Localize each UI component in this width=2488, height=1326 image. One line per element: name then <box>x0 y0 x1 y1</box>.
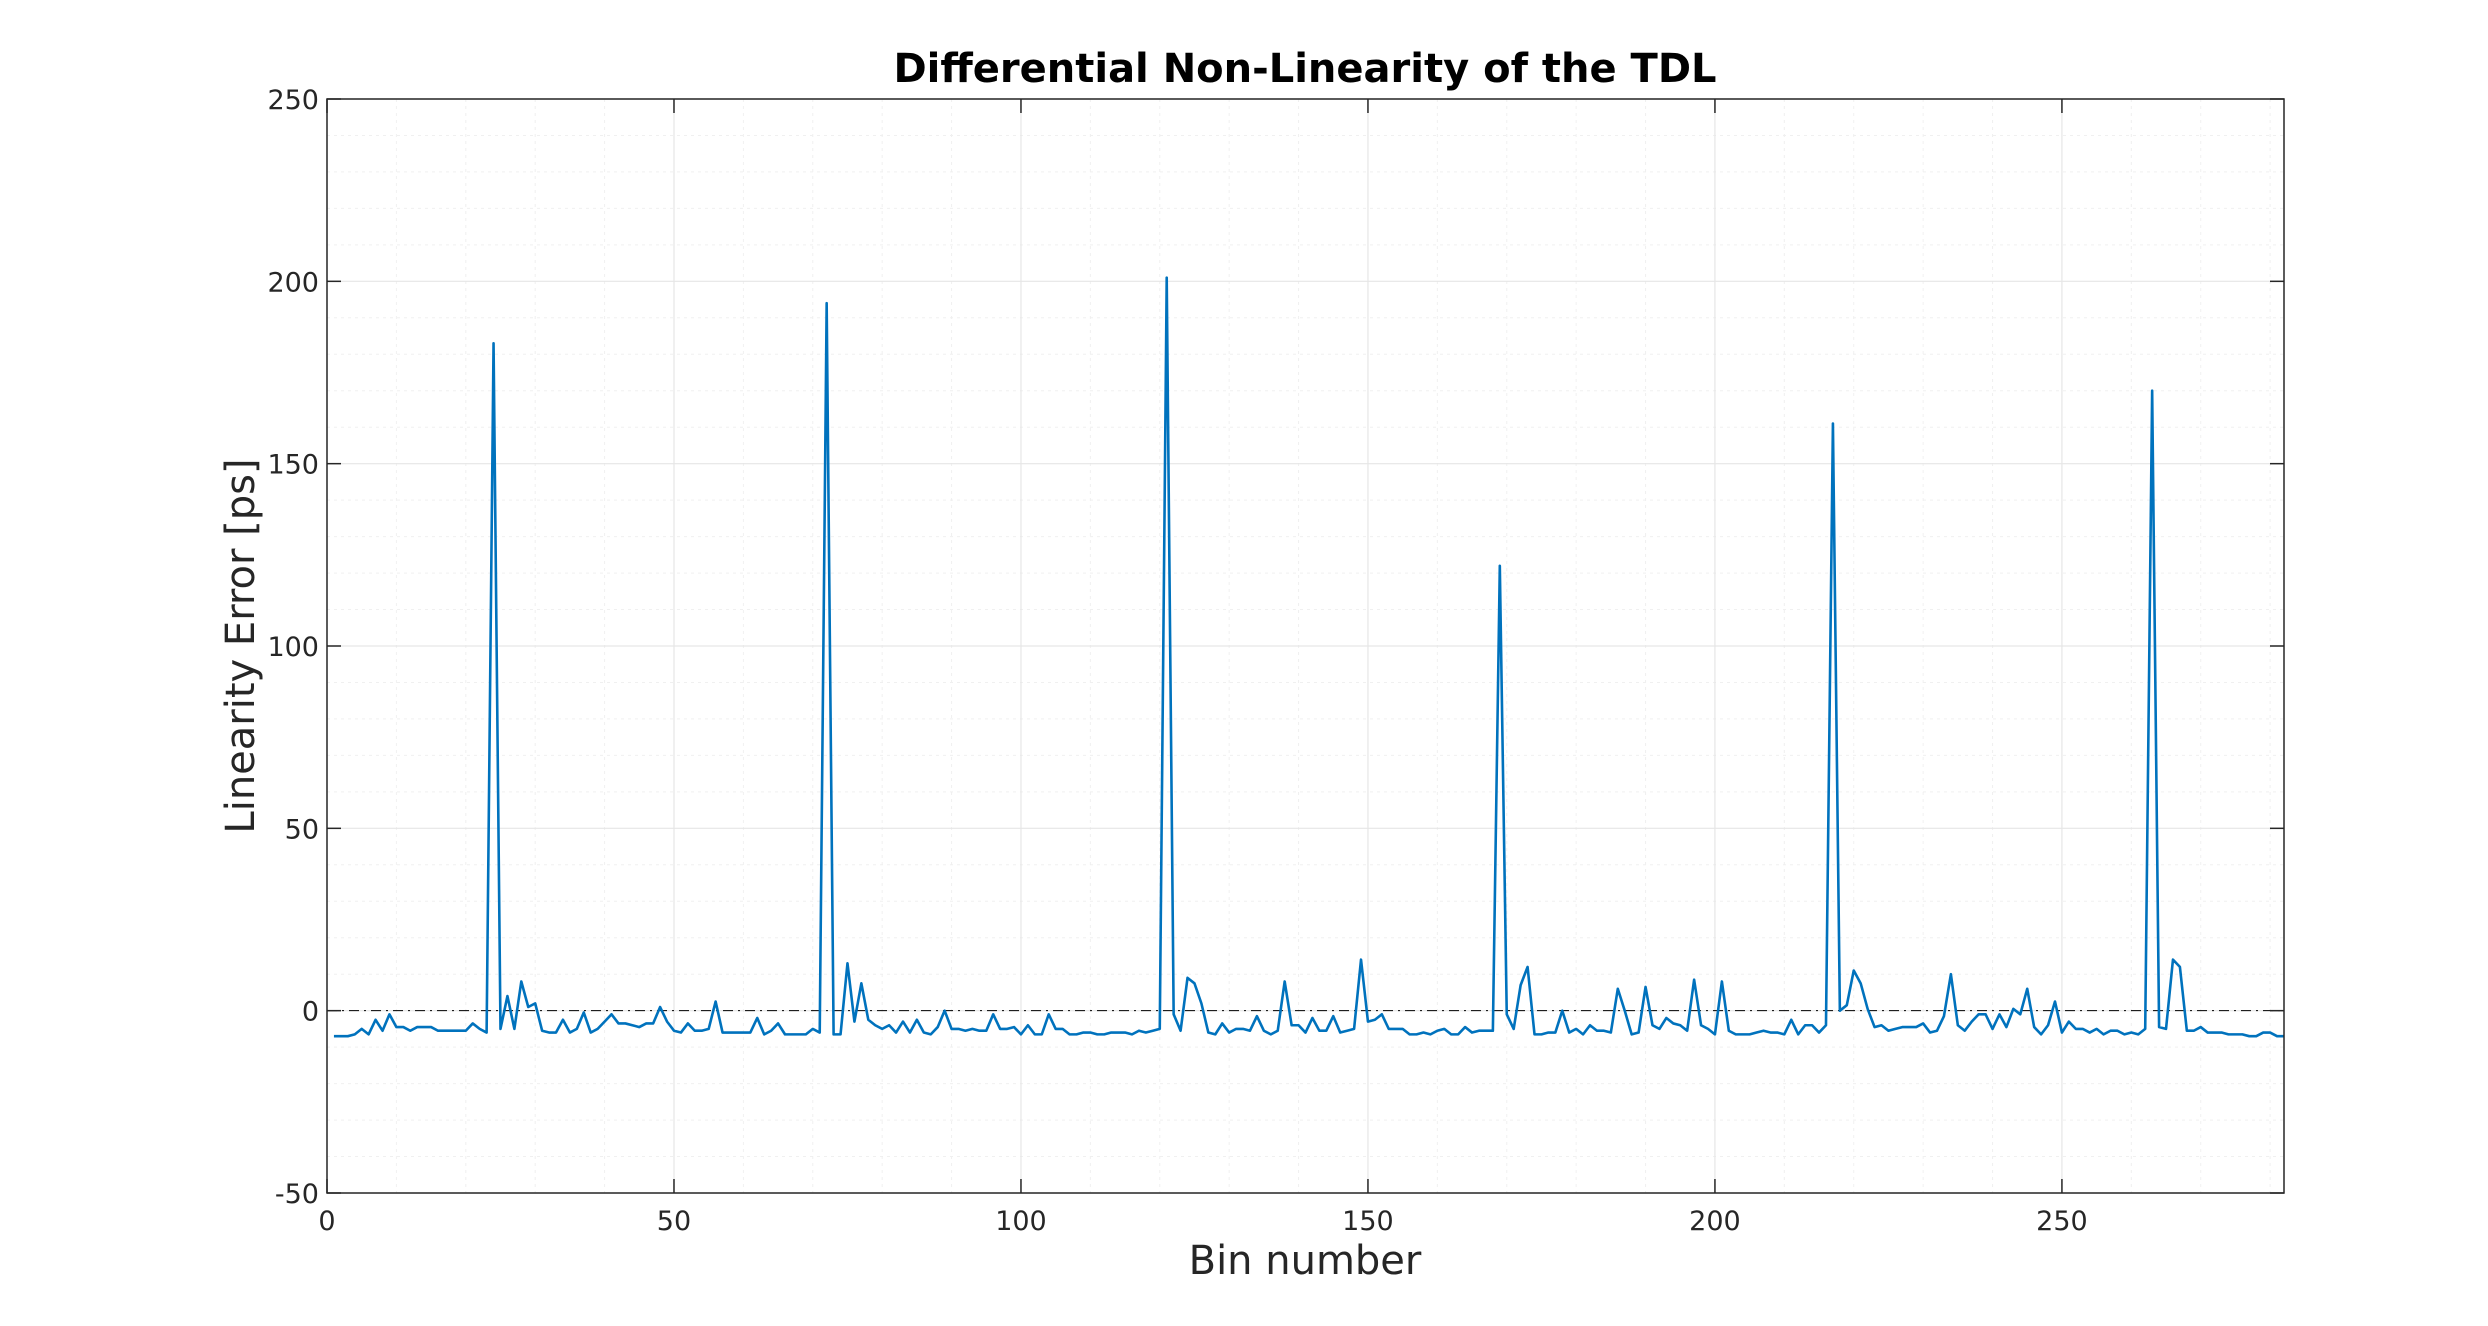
x-tick-labels: 0 50 100 150 200 250 <box>318 1206 2087 1237</box>
x-tick-label: 0 <box>318 1206 335 1237</box>
y-tick-label: 250 <box>267 85 319 116</box>
y-tick-label: 100 <box>267 632 319 663</box>
y-tick-labels: -50 0 50 100 150 200 250 <box>267 85 319 1210</box>
x-tick-label: 200 <box>1689 1206 1741 1237</box>
y-axis-label: Linearity Error [ps] <box>218 458 264 833</box>
series-line <box>333 276 2284 1038</box>
axis-ticks <box>326 98 2284 1194</box>
x-axis-label: Bin number <box>1189 1238 1422 1284</box>
x-tick-label: 150 <box>1342 1206 1394 1237</box>
chart-title: Differential Non-Linearity of the TDL <box>893 46 1716 92</box>
y-tick-label: 200 <box>267 267 319 298</box>
x-tick-label: 50 <box>657 1206 691 1237</box>
y-tick-label: -50 <box>275 1179 319 1210</box>
x-tick-label: 250 <box>2036 1206 2088 1237</box>
y-tick-label: 0 <box>302 997 319 1028</box>
x-tick-label: 100 <box>995 1206 1047 1237</box>
y-tick-label: 50 <box>285 814 319 845</box>
y-tick-label: 150 <box>267 450 319 481</box>
